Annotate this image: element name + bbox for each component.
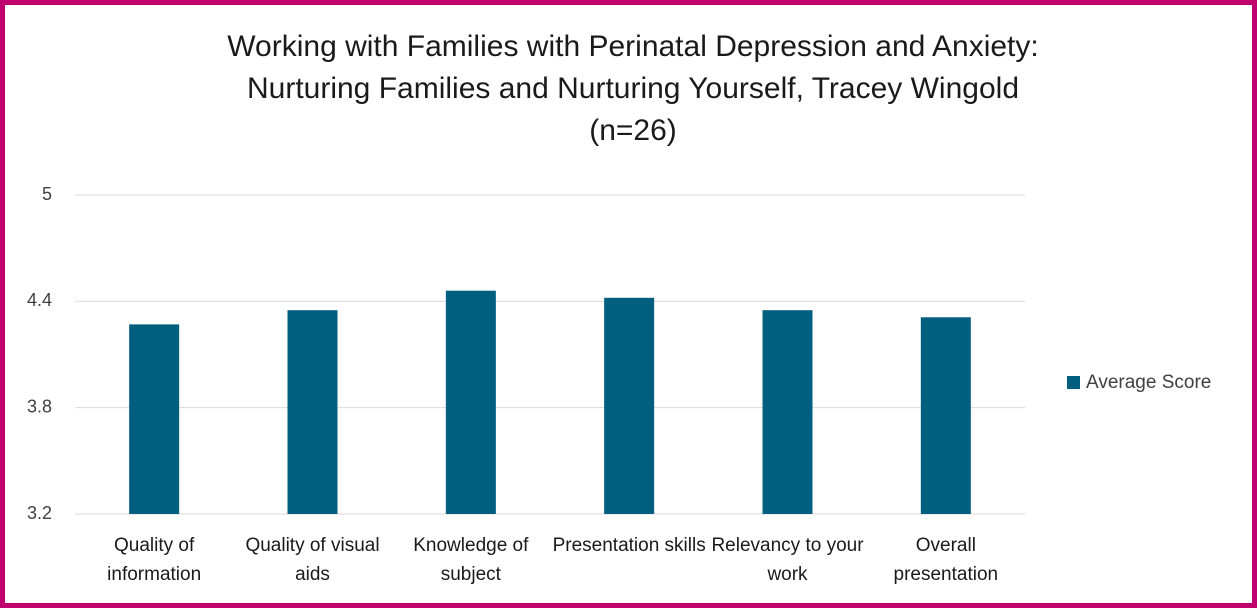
- bar: [287, 310, 338, 514]
- bar: [920, 317, 971, 514]
- bar: [604, 297, 655, 514]
- x-tick-label: Relevancy to your work: [711, 535, 864, 585]
- chart-title: Working with Families with Perinatal Dep…: [227, 30, 1038, 63]
- legend-label: Average Score: [1086, 372, 1211, 393]
- y-tick-label: 3.2: [27, 503, 52, 523]
- x-tick-label: Quality of information: [107, 535, 202, 585]
- chart-title: Nurturing Families and Nurturing Yoursel…: [247, 72, 1019, 105]
- y-tick-label: 5: [42, 184, 52, 204]
- bar: [445, 290, 496, 514]
- x-tick-label: Presentation skills: [552, 535, 706, 556]
- legend-swatch: [1067, 376, 1080, 389]
- y-tick-label: 3.8: [27, 396, 52, 416]
- x-tick-label: Quality of visual aids: [245, 535, 380, 585]
- y-tick-label: 4.4: [27, 290, 52, 310]
- x-tick-label: Knowledge of subject: [413, 535, 529, 585]
- bar: [762, 310, 813, 514]
- x-tick-label: Overall presentation: [893, 535, 999, 585]
- bar: [129, 324, 180, 514]
- chart: Working with Families with Perinatal Dep…: [27, 30, 1211, 523]
- chart-title: (n=26): [589, 114, 677, 147]
